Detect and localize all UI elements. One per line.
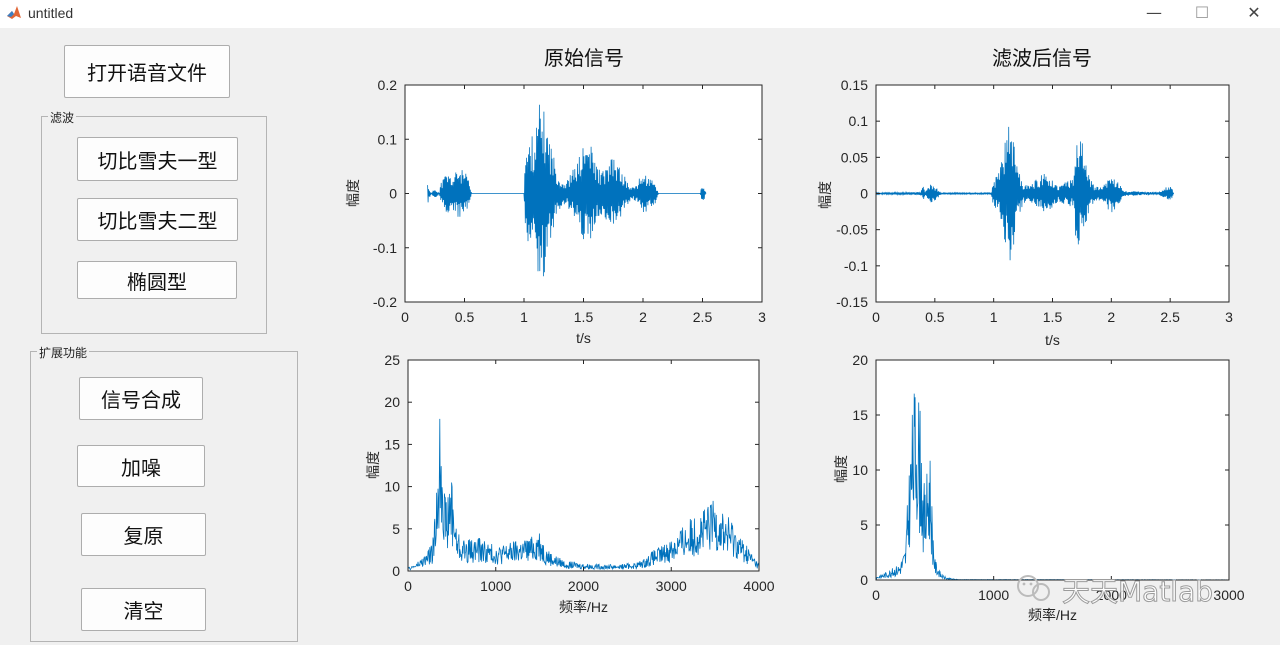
y-tick-label: -0.1 — [844, 258, 868, 274]
chart-title: 滤波后信号 — [992, 47, 1092, 70]
x-tick-label: 3 — [1225, 309, 1233, 325]
y-tick-label: 25 — [384, 352, 400, 368]
signal-synthesis-button[interactable]: 信号合成 — [79, 377, 203, 420]
y-axis-label: 幅度 — [817, 181, 833, 209]
y-tick-label: 0 — [860, 572, 868, 588]
x-tick-label: 0.5 — [455, 309, 475, 325]
chart-2: 0 0.5 1 1.5 2 2.5 3 0.15 0.1 0.05 0 -0.05 -0.1 -0.15 t… — [817, 47, 1233, 348]
plot-background — [876, 360, 1229, 580]
x-tick-label: 1.5 — [1043, 309, 1063, 325]
chebyshev-type1-button[interactable]: 切比雪夫一型 — [77, 137, 238, 181]
minimize-button[interactable]: — — [1146, 3, 1162, 22]
x-tick-label: 1 — [520, 309, 528, 325]
window-title: untitled — [28, 5, 74, 21]
watermark-text: 天天Matlab — [1061, 575, 1214, 609]
y-tick-label: 0 — [389, 186, 397, 202]
chart-4: 0 1000 2000 3000 20 15 10 5 0 频率/Hz 幅度 — [833, 352, 1245, 623]
x-tick-label: 3 — [758, 309, 766, 325]
y-tick-label: 20 — [852, 352, 868, 368]
x-axis-label: t/s — [576, 330, 591, 346]
y-tick-label: 0 — [392, 563, 400, 579]
x-axis-label: 频率/Hz — [559, 599, 608, 615]
x-tick-label: 3000 — [656, 578, 687, 594]
y-tick-label: 15 — [852, 407, 868, 423]
y-tick-label: -0.2 — [373, 294, 397, 310]
x-tick-label: 1.5 — [574, 309, 594, 325]
y-tick-label: 5 — [860, 517, 868, 533]
y-tick-label: 0.1 — [849, 113, 869, 129]
y-tick-label: 15 — [384, 436, 400, 452]
plot-background — [408, 360, 759, 571]
x-tick-label: 0 — [401, 309, 409, 325]
y-axis-label: 幅度 — [365, 451, 381, 479]
y-tick-label: -0.1 — [373, 240, 397, 256]
y-tick-label: 0.2 — [378, 77, 398, 93]
y-tick-label: -0.05 — [836, 222, 868, 238]
x-tick-label: 1000 — [480, 578, 511, 594]
open-audio-file-button[interactable]: 打开语音文件 — [64, 45, 230, 98]
x-tick-label: 1000 — [978, 587, 1009, 603]
x-tick-label: 2 — [639, 309, 647, 325]
elliptic-button[interactable]: 椭圆型 — [77, 261, 237, 299]
x-tick-label: 2 — [1107, 309, 1115, 325]
watermark-logo-icon — [1017, 575, 1050, 601]
clear-button[interactable]: 清空 — [81, 588, 206, 631]
chebyshev-type2-button[interactable]: 切比雪夫二型 — [77, 198, 238, 241]
y-axis-label: 幅度 — [833, 455, 849, 483]
x-axis-label: t/s — [1045, 332, 1060, 348]
y-tick-label: 5 — [392, 521, 400, 537]
watermark: 天天Matlab — [1014, 566, 1244, 609]
extend-panel: 扩展功能 — [30, 344, 298, 642]
chart-3: 0 1000 2000 3000 4000 25 20 15 10 5 0 频率/Hz 幅度 — [365, 352, 775, 615]
title-bar: untitled — ☐ ✕ — [0, 0, 1280, 28]
y-tick-label: 0 — [860, 186, 868, 202]
y-axis-label: 幅度 — [345, 179, 361, 207]
y-tick-label: 10 — [852, 462, 868, 478]
x-tick-label: 0 — [872, 309, 880, 325]
filter-panel-title: 滤波 — [48, 109, 77, 126]
y-tick-label: 20 — [384, 394, 400, 410]
chart-title: 原始信号 — [544, 47, 624, 70]
x-tick-label: 1 — [990, 309, 998, 325]
x-tick-label: 2000 — [1096, 587, 1127, 603]
matlab-icon — [6, 5, 22, 21]
signal-trace — [875, 126, 1175, 261]
y-tick-label: -0.15 — [836, 294, 868, 310]
x-tick-label: 3000 — [1213, 587, 1244, 603]
x-tick-label: 2000 — [568, 578, 599, 594]
y-tick-label: 10 — [384, 479, 400, 495]
x-tick-label: 0 — [404, 578, 412, 594]
x-tick-label: 0 — [872, 587, 880, 603]
y-tick-label: 0.05 — [841, 149, 868, 165]
restore-button[interactable]: 复原 — [81, 513, 206, 556]
x-tick-label: 2.5 — [1160, 309, 1180, 325]
y-tick-label: 0.1 — [378, 131, 398, 147]
x-axis-label: 频率/Hz — [1028, 607, 1077, 623]
chart-1: 0 0.5 1 1.5 2 2.5 3 0.2 0.1 0 -0.1 -0.2 t/s 幅度 原始信号 — [345, 47, 766, 346]
x-tick-label: 2.5 — [693, 309, 713, 325]
signal-trace — [427, 104, 707, 277]
y-tick-label: 0.15 — [841, 77, 868, 93]
x-tick-label: 0.5 — [925, 309, 945, 325]
x-tick-label: 4000 — [743, 578, 774, 594]
close-button[interactable]: ✕ — [1247, 3, 1261, 22]
filter-panel: 滤波 — [41, 109, 267, 334]
maximize-button[interactable]: ☐ — [1194, 3, 1210, 22]
extend-panel-title: 扩展功能 — [37, 344, 90, 361]
add-noise-button[interactable]: 加噪 — [77, 445, 205, 487]
